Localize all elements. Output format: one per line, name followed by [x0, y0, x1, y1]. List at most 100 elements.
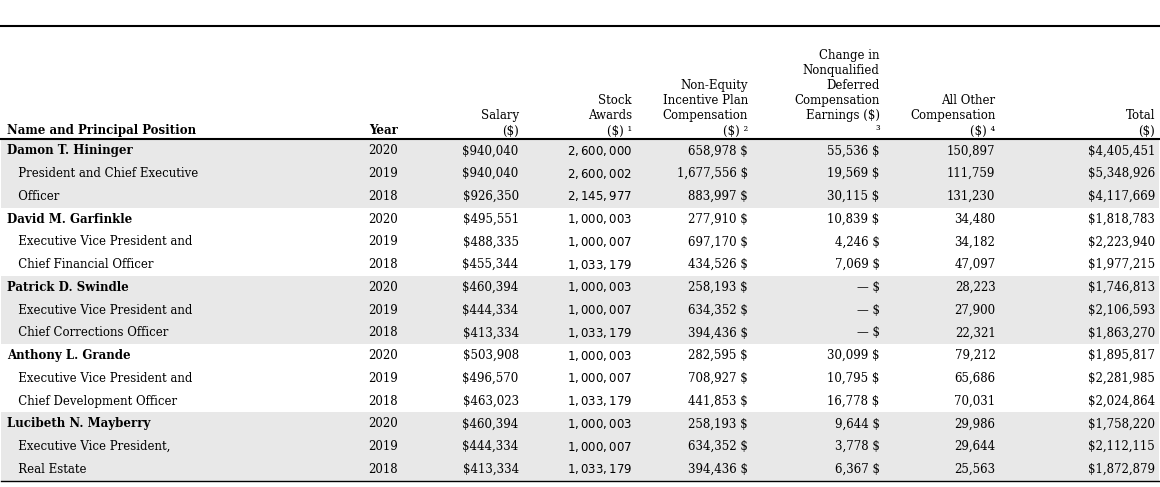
Text: $2,223,940: $2,223,940	[1088, 235, 1155, 248]
Text: Chief Financial Officer: Chief Financial Officer	[7, 258, 153, 271]
Text: 30,115 $: 30,115 $	[827, 190, 879, 203]
Text: Total
($): Total ($)	[1125, 110, 1155, 137]
Text: Year: Year	[369, 125, 398, 137]
Text: 47,097: 47,097	[955, 258, 995, 271]
Text: 2018: 2018	[369, 394, 398, 408]
Text: Name and Principal Position: Name and Principal Position	[7, 125, 196, 137]
Text: $1,000,003 $: $1,000,003 $	[567, 349, 632, 363]
Text: $1,000,003 $: $1,000,003 $	[567, 281, 632, 294]
Text: 34,480: 34,480	[955, 212, 995, 225]
Text: $496,570: $496,570	[463, 372, 519, 385]
Text: $2,024,864: $2,024,864	[1088, 394, 1155, 408]
Text: 19,569 $: 19,569 $	[827, 167, 879, 180]
Text: 28,223: 28,223	[955, 281, 995, 294]
Text: — $: — $	[857, 303, 879, 317]
Text: 30,099 $: 30,099 $	[827, 349, 879, 362]
Text: 708,927 $: 708,927 $	[688, 372, 748, 385]
Text: $1,000,007 $: $1,000,007 $	[567, 440, 632, 453]
Text: 2020: 2020	[369, 144, 398, 157]
Bar	[1, 185, 1159, 207]
Bar	[1, 299, 1159, 321]
Text: $488,335: $488,335	[463, 235, 519, 248]
Text: 22,321: 22,321	[955, 326, 995, 339]
Text: 634,352 $: 634,352 $	[688, 303, 748, 317]
Text: Lucibeth N. Mayberry: Lucibeth N. Mayberry	[7, 417, 151, 431]
Text: Executive Vice President and: Executive Vice President and	[7, 303, 193, 317]
Text: $1,033,179 $: $1,033,179 $	[566, 462, 632, 476]
Text: 394,436 $: 394,436 $	[688, 463, 748, 476]
Text: 258,193 $: 258,193 $	[688, 417, 748, 431]
Text: All Other
Compensation
($) ⁴: All Other Compensation ($) ⁴	[911, 94, 995, 137]
Text: $1,872,879: $1,872,879	[1088, 463, 1155, 476]
Text: $4,405,451: $4,405,451	[1088, 144, 1155, 157]
Text: 2019: 2019	[369, 303, 398, 317]
Text: $463,023: $463,023	[463, 394, 519, 408]
Text: $940,040: $940,040	[463, 167, 519, 180]
Text: $413,334: $413,334	[463, 326, 519, 339]
Text: Damon T. Hininger: Damon T. Hininger	[7, 144, 133, 157]
Text: $460,394: $460,394	[463, 281, 519, 294]
Text: $495,551: $495,551	[463, 212, 519, 225]
Text: 2020: 2020	[369, 281, 398, 294]
Text: President and Chief Executive: President and Chief Executive	[7, 167, 198, 180]
Text: 150,897: 150,897	[947, 144, 995, 157]
Text: Patrick D. Swindle: Patrick D. Swindle	[7, 281, 129, 294]
Text: 3,778 $: 3,778 $	[835, 440, 879, 453]
Text: 2018: 2018	[369, 326, 398, 339]
Text: $1,033,179 $: $1,033,179 $	[566, 258, 632, 272]
Text: Executive Vice President and: Executive Vice President and	[7, 235, 193, 248]
Text: $2,145,977 $: $2,145,977 $	[567, 189, 632, 203]
Text: 2018: 2018	[369, 463, 398, 476]
Text: $2,281,985: $2,281,985	[1088, 372, 1155, 385]
Text: 277,910 $: 277,910 $	[688, 212, 748, 225]
Text: 131,230: 131,230	[947, 190, 995, 203]
Text: $1,000,007 $: $1,000,007 $	[567, 235, 632, 249]
Text: $2,112,115: $2,112,115	[1088, 440, 1155, 453]
Text: 2019: 2019	[369, 235, 398, 248]
Text: $2,600,002 $: $2,600,002 $	[567, 167, 632, 181]
Text: Executive Vice President and: Executive Vice President and	[7, 372, 193, 385]
Bar	[1, 435, 1159, 458]
Text: 111,759: 111,759	[947, 167, 995, 180]
Text: 79,212: 79,212	[955, 349, 995, 362]
Text: $940,040: $940,040	[463, 144, 519, 157]
Text: $2,600,000 $: $2,600,000 $	[566, 144, 632, 158]
Text: 65,686: 65,686	[955, 372, 995, 385]
Text: Salary
($): Salary ($)	[480, 110, 519, 137]
Text: Officer: Officer	[7, 190, 59, 203]
Text: $1,000,003 $: $1,000,003 $	[567, 212, 632, 226]
Text: 4,246 $: 4,246 $	[835, 235, 879, 248]
Text: $1,895,817: $1,895,817	[1088, 349, 1155, 362]
Text: 10,839 $: 10,839 $	[827, 212, 879, 225]
Text: $413,334: $413,334	[463, 463, 519, 476]
Text: 1,677,556 $: 1,677,556 $	[676, 167, 748, 180]
Text: Change in
Nonqualified
Deferred
Compensation
Earnings ($)
³: Change in Nonqualified Deferred Compensa…	[795, 50, 879, 137]
Text: $2,106,593: $2,106,593	[1088, 303, 1155, 317]
Text: $1,863,270: $1,863,270	[1088, 326, 1155, 339]
Text: 25,563: 25,563	[955, 463, 995, 476]
Text: Non-Equity
Incentive Plan
Compensation
($) ²: Non-Equity Incentive Plan Compensation (…	[662, 79, 748, 137]
Text: Chief Development Officer: Chief Development Officer	[7, 394, 177, 408]
Text: 258,193 $: 258,193 $	[688, 281, 748, 294]
Text: 2020: 2020	[369, 349, 398, 362]
Text: 27,900: 27,900	[955, 303, 995, 317]
Text: $1,818,783: $1,818,783	[1088, 212, 1155, 225]
Text: — $: — $	[857, 326, 879, 339]
Text: $455,344: $455,344	[463, 258, 519, 271]
Text: 883,997 $: 883,997 $	[688, 190, 748, 203]
Text: 2019: 2019	[369, 372, 398, 385]
Text: $1,758,220: $1,758,220	[1088, 417, 1155, 431]
Text: 9,644 $: 9,644 $	[835, 417, 879, 431]
Text: $444,334: $444,334	[463, 303, 519, 317]
Text: Stock
Awards
($) ¹: Stock Awards ($) ¹	[588, 94, 632, 137]
Text: $1,033,179 $: $1,033,179 $	[566, 326, 632, 340]
Bar	[1, 162, 1159, 185]
Text: 6,367 $: 6,367 $	[835, 463, 879, 476]
Text: 697,170 $: 697,170 $	[688, 235, 748, 248]
Text: $1,977,215: $1,977,215	[1088, 258, 1155, 271]
Bar	[1, 276, 1159, 299]
Text: 2018: 2018	[369, 190, 398, 203]
Text: $1,000,007 $: $1,000,007 $	[567, 372, 632, 385]
Text: 7,069 $: 7,069 $	[835, 258, 879, 271]
Text: 34,182: 34,182	[955, 235, 995, 248]
